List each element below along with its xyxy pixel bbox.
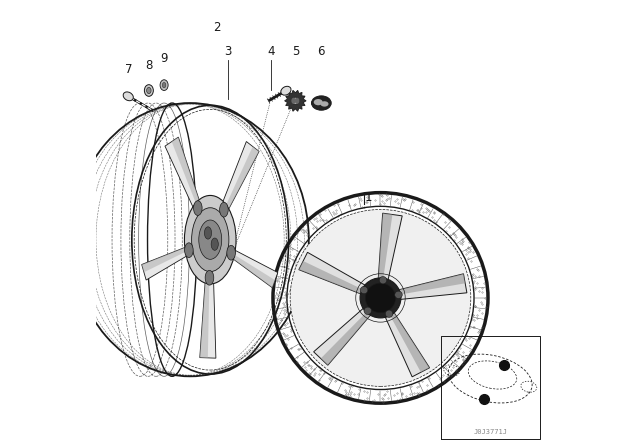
Polygon shape (321, 307, 375, 365)
Polygon shape (200, 269, 210, 358)
Text: J0J3771J: J0J3771J (473, 429, 508, 435)
Ellipse shape (184, 243, 193, 258)
Text: 6: 6 (317, 45, 325, 58)
Ellipse shape (395, 291, 403, 298)
Polygon shape (378, 213, 392, 285)
Text: 5: 5 (292, 45, 299, 58)
Ellipse shape (184, 195, 236, 284)
Polygon shape (285, 90, 306, 111)
Ellipse shape (295, 98, 300, 104)
Ellipse shape (205, 271, 214, 285)
Ellipse shape (193, 201, 202, 215)
Ellipse shape (227, 246, 236, 260)
Polygon shape (392, 274, 467, 300)
Polygon shape (221, 146, 259, 219)
Polygon shape (165, 137, 204, 217)
Text: 9: 9 (161, 52, 168, 65)
Polygon shape (225, 246, 278, 288)
Polygon shape (141, 244, 195, 280)
Ellipse shape (321, 101, 328, 107)
Text: 1: 1 (365, 190, 372, 204)
Polygon shape (299, 252, 371, 296)
Ellipse shape (204, 227, 212, 239)
Ellipse shape (312, 96, 332, 110)
Polygon shape (141, 244, 194, 272)
Ellipse shape (314, 99, 323, 105)
Text: 4: 4 (267, 45, 275, 58)
Ellipse shape (290, 210, 471, 386)
Ellipse shape (199, 220, 221, 259)
Polygon shape (383, 307, 429, 377)
Polygon shape (378, 213, 402, 286)
Ellipse shape (360, 278, 401, 318)
Ellipse shape (147, 87, 151, 94)
Text: 2: 2 (213, 21, 221, 34)
Ellipse shape (211, 238, 218, 250)
Ellipse shape (380, 276, 387, 284)
Polygon shape (299, 261, 369, 296)
Polygon shape (314, 304, 375, 365)
Ellipse shape (145, 85, 154, 96)
Ellipse shape (123, 92, 133, 101)
Polygon shape (387, 307, 429, 372)
Ellipse shape (364, 307, 372, 314)
Ellipse shape (160, 80, 168, 90)
Polygon shape (172, 137, 204, 215)
Polygon shape (392, 274, 465, 296)
Ellipse shape (191, 208, 229, 271)
Text: 7: 7 (125, 63, 132, 76)
Ellipse shape (281, 86, 291, 95)
Polygon shape (200, 269, 216, 358)
Text: 8: 8 (145, 59, 152, 72)
Ellipse shape (292, 97, 299, 104)
Ellipse shape (220, 202, 228, 217)
Polygon shape (225, 250, 275, 288)
Ellipse shape (291, 98, 296, 104)
Ellipse shape (385, 310, 393, 317)
Ellipse shape (360, 286, 368, 294)
Polygon shape (218, 142, 259, 219)
Text: 3: 3 (225, 45, 232, 58)
Ellipse shape (163, 82, 166, 88)
Ellipse shape (365, 283, 396, 313)
